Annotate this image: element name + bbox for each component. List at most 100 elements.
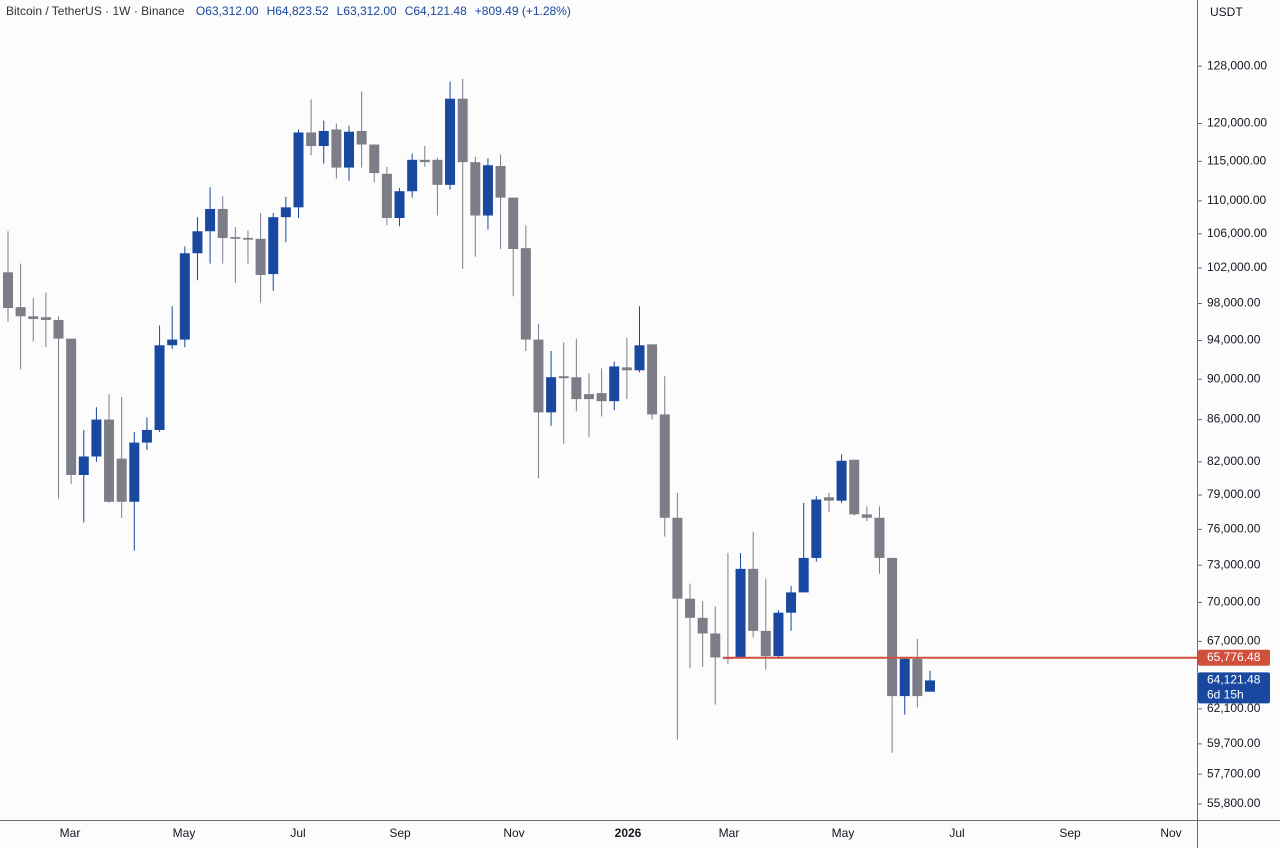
- header-change: +809.49 (+1.28%): [475, 4, 571, 18]
- candle-body: [685, 598, 696, 618]
- candle-body: [394, 191, 405, 218]
- candle-body: [647, 344, 658, 415]
- candle-body: [293, 132, 304, 208]
- y-tick-label: 57,700.00: [1207, 766, 1261, 780]
- candle-body: [533, 339, 544, 413]
- candle-body: [356, 130, 367, 145]
- y-tick-label: 82,000.00: [1207, 454, 1261, 468]
- header-open: O63,312.00: [196, 4, 259, 18]
- x-tick-label: Jul: [290, 826, 305, 840]
- candle-body: [912, 658, 923, 697]
- y-tick-label: 73,000.00: [1207, 557, 1261, 571]
- x-tick-label: Mar: [719, 826, 740, 840]
- y-tick-label: 55,800.00: [1207, 796, 1261, 810]
- candles: [3, 78, 1197, 753]
- candle-body: [596, 393, 607, 402]
- candle-body: [369, 144, 380, 174]
- x-tick-label: Sep: [389, 826, 411, 840]
- x-tick-label: 2026: [615, 826, 642, 840]
- y-tick-label: 70,000.00: [1207, 595, 1261, 609]
- header: Bitcoin / TetherUS · 1W · Binance O63,31…: [6, 4, 571, 18]
- y-tick-label: 94,000.00: [1207, 333, 1261, 347]
- candle-body: [407, 159, 418, 192]
- candle-body: [836, 460, 847, 501]
- candle-body: [899, 658, 910, 697]
- candle-body: [470, 162, 481, 216]
- y-tick-label: 86,000.00: [1207, 412, 1261, 426]
- candle-body: [91, 419, 102, 457]
- y-tick-label: 102,000.00: [1207, 260, 1267, 274]
- x-tick-label: Nov: [503, 826, 524, 840]
- candle-body: [495, 166, 506, 198]
- candle-body: [116, 458, 127, 502]
- candle-body: [78, 456, 89, 475]
- candle-body: [823, 497, 834, 501]
- candle-body: [192, 231, 203, 254]
- candle-body: [230, 237, 241, 239]
- symbol: Bitcoin / TetherUS · 1W · Binance: [6, 4, 185, 18]
- currency: USDT: [1210, 5, 1243, 19]
- candle-body: [53, 319, 64, 339]
- x-tick-label: Mar: [60, 826, 81, 840]
- candle-body: [659, 414, 670, 518]
- candle-body: [242, 237, 253, 240]
- candle-body: [798, 557, 809, 593]
- last-price-label: 64,121.48: [1207, 673, 1261, 687]
- candle-body: [66, 338, 77, 475]
- y-tick-label: 59,700.00: [1207, 736, 1261, 750]
- y-tick-label: 110,000.00: [1207, 193, 1266, 207]
- candle-body: [861, 514, 872, 518]
- countdown: 6d 15h: [1207, 688, 1244, 702]
- candle-body: [129, 442, 140, 502]
- x-tick-label: Sep: [1059, 826, 1081, 840]
- candle-body: [760, 630, 771, 657]
- candle-body: [520, 248, 531, 340]
- candle-body: [786, 592, 797, 613]
- candle-body: [482, 165, 493, 216]
- candle-body: [508, 197, 519, 249]
- candle-body: [318, 130, 329, 147]
- axes: 55,800.00 57,700.00 59,700.00 62,100.00 67,0…: [60, 58, 1270, 840]
- price-line-tag: [1198, 649, 1270, 666]
- candle-body: [748, 568, 759, 631]
- candle-body: [924, 680, 935, 692]
- candle-body: [3, 272, 13, 309]
- header-close: C64,121.48: [405, 4, 467, 18]
- y-tick-label: 67,000.00: [1207, 634, 1261, 648]
- y-tick-label: 120,000.00: [1207, 116, 1267, 130]
- candle-body: [609, 366, 620, 402]
- candle-body: [268, 217, 279, 275]
- x-tick-label: Jul: [949, 826, 964, 840]
- candle-body: [15, 307, 26, 317]
- x-tick-label: May: [832, 826, 855, 840]
- y-tick-label: 76,000.00: [1207, 522, 1261, 536]
- candle-body: [179, 253, 190, 340]
- candle-body: [621, 367, 632, 371]
- header-low: L63,312.00: [337, 4, 397, 18]
- candle-body: [445, 98, 456, 185]
- y-tick-label: 128,000.00: [1207, 58, 1267, 72]
- candle-body: [344, 131, 355, 168]
- candle-body: [381, 173, 392, 218]
- candle-body: [331, 129, 342, 168]
- candle-body: [571, 377, 582, 400]
- candle-body: [419, 159, 430, 163]
- candle-body: [167, 339, 178, 346]
- candle-body: [255, 238, 266, 275]
- y-tick-label: 106,000.00: [1207, 226, 1267, 240]
- candle-body: [811, 499, 822, 558]
- candle-body: [672, 517, 683, 599]
- candle-body: [710, 633, 721, 658]
- candle-body: [874, 517, 885, 558]
- candle-body: [634, 345, 645, 371]
- price-line-label: 65,776.48: [1207, 650, 1261, 664]
- candle-body: [432, 159, 443, 185]
- x-tick-label: Nov: [1160, 826, 1181, 840]
- candle-body: [457, 98, 468, 163]
- candle-body: [104, 419, 115, 502]
- header-high: H64,823.52: [267, 4, 329, 18]
- candle-body: [141, 429, 152, 443]
- x-tick-label: May: [173, 826, 196, 840]
